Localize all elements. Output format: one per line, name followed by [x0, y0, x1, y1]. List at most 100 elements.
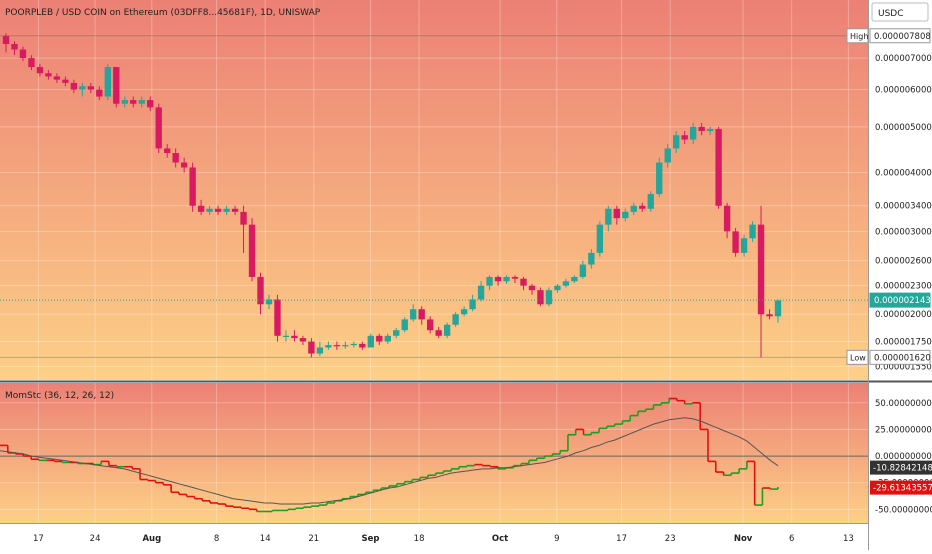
candle-body [274, 299, 281, 336]
candle-body [62, 79, 69, 83]
price-tick-label: 0.000002600 [875, 257, 932, 267]
last-price-label: 0.000002143 [874, 296, 931, 306]
candle-body [2, 35, 10, 44]
candle-body [11, 43, 18, 50]
candle-body [70, 82, 78, 90]
price-tick-label: 0.000006000 [875, 86, 932, 96]
time-tick-label: 17 [33, 534, 44, 544]
main-pane-background [0, 0, 868, 380]
high-label-bg [846, 28, 869, 44]
candle-body [664, 148, 671, 163]
candle-body [486, 276, 493, 286]
time-tick-label: Aug [142, 534, 161, 544]
price-tick-label: 0.000001550 [875, 362, 932, 372]
candle-body [698, 126, 705, 132]
candle-body [469, 299, 476, 310]
candle-body [138, 100, 145, 104]
price-tick-label: 0.000002000 [875, 310, 932, 320]
oscillator-value-label: -29.613435579 [873, 484, 932, 494]
candle-body [757, 224, 765, 315]
indicator-title: MomStc (36, 12, 26, 12) [5, 391, 114, 401]
candle-body [443, 324, 451, 336]
candle-body [376, 335, 383, 342]
time-tick-label: 17 [616, 534, 627, 544]
candle-body [299, 338, 307, 342]
candle-body [622, 211, 629, 219]
time-axis-labels: 17 24 Aug 8 14 21 Sep 18 Oct 9 17 23 Nov 6 13 [33, 534, 854, 544]
indicator-axis-labels: 50.00000000025.0000000000.000000000-25.0… [870, 399, 932, 515]
indicator-pane-background [0, 383, 868, 523]
time-tick-label: 21 [308, 534, 319, 544]
high-value-label-bg [869, 28, 931, 44]
candle-body [45, 73, 52, 77]
candle-body [723, 205, 731, 232]
oscillator-value-label-bg [870, 480, 932, 495]
candle-body [172, 153, 179, 163]
candle-body [265, 299, 273, 305]
candle-body [715, 128, 722, 206]
candle-body [596, 224, 604, 253]
candle-body [749, 224, 756, 239]
candle-body [189, 167, 196, 206]
candle-body [494, 276, 502, 282]
time-tick-label: 8 [214, 534, 219, 544]
candle-body [155, 107, 162, 149]
price-tick-label: 0.000002300 [875, 282, 932, 292]
candle-body [130, 100, 137, 104]
price-tick-label: 0.000005000 [875, 123, 932, 133]
time-tick-label: 18 [414, 534, 425, 544]
price-axis-background [868, 0, 932, 523]
candle-body [206, 208, 213, 212]
main-grid [0, 0, 868, 523]
candle-body [562, 281, 570, 286]
candle-body [384, 335, 391, 342]
candle-body [19, 49, 27, 59]
candle-body [477, 285, 485, 300]
candle-body [214, 208, 222, 212]
candlestick-series [0, 33, 868, 358]
candle-body [579, 264, 587, 277]
candle-body [164, 148, 171, 154]
candle-body [53, 76, 61, 80]
indicator-tick-label: 0.000000000 [875, 452, 932, 462]
candle-body [740, 238, 748, 253]
indicator-tick-label: -50.000000000 [875, 505, 932, 515]
candle-body [147, 100, 154, 108]
oscillator-series [0, 397, 779, 513]
candle-body [503, 276, 510, 282]
signal-value-label: -10.828421489 [873, 464, 932, 474]
candle-body [359, 343, 366, 348]
candle-body [656, 162, 663, 195]
price-tick-label: 0.000003000 [875, 227, 932, 237]
candle-body [630, 205, 637, 212]
candle-body [325, 345, 332, 348]
currency-button[interactable]: USDC [871, 2, 929, 22]
candle-body [291, 335, 298, 339]
candle-body [647, 194, 654, 209]
signal-line [0, 417, 779, 505]
price-tick-label: 0.000001750 [875, 338, 932, 348]
candle-body [545, 290, 553, 305]
candle-body [732, 231, 739, 253]
candle-body [418, 309, 425, 320]
candle-body [223, 208, 230, 212]
currency-label: USDC [878, 9, 904, 19]
candle-body [452, 314, 459, 325]
candle-body [605, 208, 612, 225]
candle-body [180, 162, 188, 168]
candle-body [79, 86, 86, 90]
indicator-tick-label: 50.000000000 [875, 399, 932, 409]
candle-body [393, 330, 400, 336]
candle-body [350, 343, 358, 346]
time-tick-label: Sep [362, 534, 380, 544]
candle-body [681, 135, 688, 140]
price-tick-label: 0.000004000 [875, 169, 932, 179]
candle-body [613, 208, 620, 219]
candle-body [588, 252, 595, 265]
time-tick-label: 6 [789, 534, 794, 544]
candle-body [36, 67, 44, 74]
last-price-label-bg [869, 292, 931, 308]
candle-body [706, 128, 714, 132]
time-tick-label: 24 [90, 534, 101, 544]
